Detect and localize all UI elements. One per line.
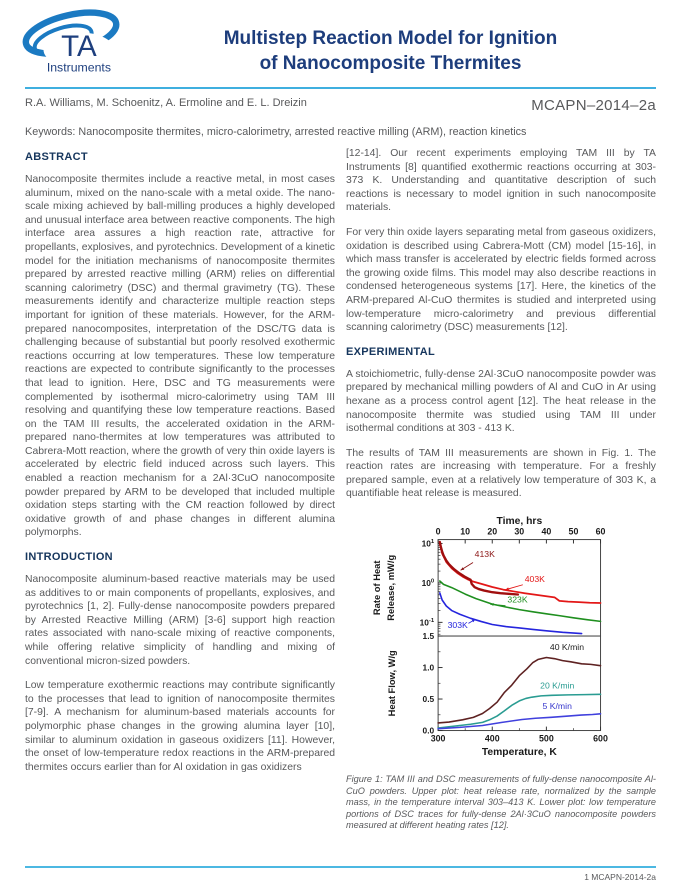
experimental-paragraph-2: The results of TAM III measurements are … <box>346 447 656 500</box>
curve-323K <box>438 580 602 623</box>
left-column: ABSTRACT Nanocomposite thermites include… <box>25 147 335 832</box>
svg-text:303K: 303K <box>448 620 468 630</box>
experimental-paragraph-1: A stoichiometric, fully-dense 2Al·3CuO n… <box>346 368 656 435</box>
svg-text:40 K/min: 40 K/min <box>550 642 584 652</box>
svg-text:Release, mW/g: Release, mW/g <box>386 555 396 621</box>
continuation-paragraph-2: For very thin oxide layers separating me… <box>346 226 656 334</box>
svg-text:500: 500 <box>539 733 554 743</box>
byline-row: R.A. Williams, M. Schoenitz, A. Ermoline… <box>25 97 656 114</box>
svg-text:1.0: 1.0 <box>423 663 435 673</box>
introduction-paragraph-1: Nanocomposite aluminum-based reactive ma… <box>25 574 335 667</box>
authors: R.A. Williams, M. Schoenitz, A. Ermoline… <box>25 97 307 109</box>
svg-text:0: 0 <box>436 527 441 537</box>
curve-40-K/min <box>437 656 602 724</box>
figure-chart: 0 10 20 30 40 50 60 Time, hrs 101 100 10-1 Rate of … <box>372 516 608 758</box>
title-line-2: of Nanocomposite Thermites <box>259 53 522 74</box>
svg-text:20 K/min: 20 K/min <box>540 680 574 690</box>
page-title: Multistep Reaction Model for Ignition of… <box>130 26 651 76</box>
figure-caption: Figure 1: TAM III and DSC measurements o… <box>346 774 656 831</box>
svg-text:101: 101 <box>422 539 435 549</box>
svg-text:60: 60 <box>596 527 606 537</box>
right-column: [12-14]. Our recent experiments employin… <box>346 147 656 832</box>
svg-text:20: 20 <box>487 527 497 537</box>
svg-text:300: 300 <box>431 733 446 743</box>
svg-text:100: 100 <box>422 578 435 588</box>
svg-text:Temperature, K: Temperature, K <box>482 747 558 758</box>
keywords-line: Keywords: Nanocomposite thermites, micro… <box>25 126 527 138</box>
svg-text:50: 50 <box>569 527 579 537</box>
svg-text:Rate of Heat: Rate of Heat <box>372 561 382 616</box>
abstract-heading: ABSTRACT <box>25 151 88 163</box>
svg-text:403K: 403K <box>525 574 545 584</box>
svg-text:400: 400 <box>485 733 500 743</box>
svg-text:413K: 413K <box>475 549 495 559</box>
footer-divider <box>25 866 656 868</box>
logo-text-backdrop <box>43 32 115 68</box>
introduction-heading: INTRODUCTION <box>25 551 113 564</box>
title-line-1: Multistep Reaction Model for Ignition <box>223 28 558 49</box>
svg-text:10: 10 <box>460 527 470 537</box>
svg-text:40: 40 <box>541 527 551 537</box>
two-column-body: ABSTRACT Nanocomposite thermites include… <box>25 147 656 832</box>
document-code: MCAPN–2014–2a <box>531 97 656 114</box>
continuation-paragraph-1: [12-14]. Our recent experiments employin… <box>346 148 656 214</box>
curve-20-K/min <box>437 693 602 729</box>
svg-text:30: 30 <box>514 527 524 537</box>
abstract-paragraph: Nanocomposite thermites include a reacti… <box>25 174 335 539</box>
introduction-paragraph-2: Low temperature exothermic reactions may… <box>25 680 335 773</box>
curve-5-K/min <box>437 713 602 730</box>
figure-1: 0 10 20 30 40 50 60 Time, hrs 101 100 10-1 Rate of … <box>364 512 656 769</box>
curve-413K <box>438 540 520 596</box>
page-number: 1 MCAPN-2014-2a <box>584 872 656 882</box>
svg-text:0.0: 0.0 <box>423 726 435 736</box>
svg-text:10-1: 10-1 <box>420 617 435 627</box>
svg-text:5 K/min: 5 K/min <box>543 701 573 711</box>
svg-text:Heat Flow, W/g: Heat Flow, W/g <box>387 650 397 716</box>
svg-text:1.5: 1.5 <box>423 631 435 641</box>
svg-text:0.5: 0.5 <box>423 694 435 704</box>
upper-plot-tam: 0 10 20 30 40 50 60 Time, hrs 101 100 10-1 Rate of … <box>372 516 606 637</box>
svg-text:600: 600 <box>593 733 608 743</box>
logo-instruments-text: Instruments <box>47 61 111 75</box>
lower-plot-dsc: 300 400 500 600 Temperature, K 0.0 0.5 1.0 1.5 He… <box>387 631 608 758</box>
svg-text:Time, hrs: Time, hrs <box>496 516 542 527</box>
experimental-heading: EXPERIMENTAL <box>346 345 435 358</box>
ta-instruments-logo: TA Instruments <box>22 9 120 75</box>
header-divider <box>25 87 656 89</box>
svg-text:323K: 323K <box>507 595 527 605</box>
curve-303K <box>438 592 583 635</box>
logo-ta-text: TA <box>61 30 97 63</box>
